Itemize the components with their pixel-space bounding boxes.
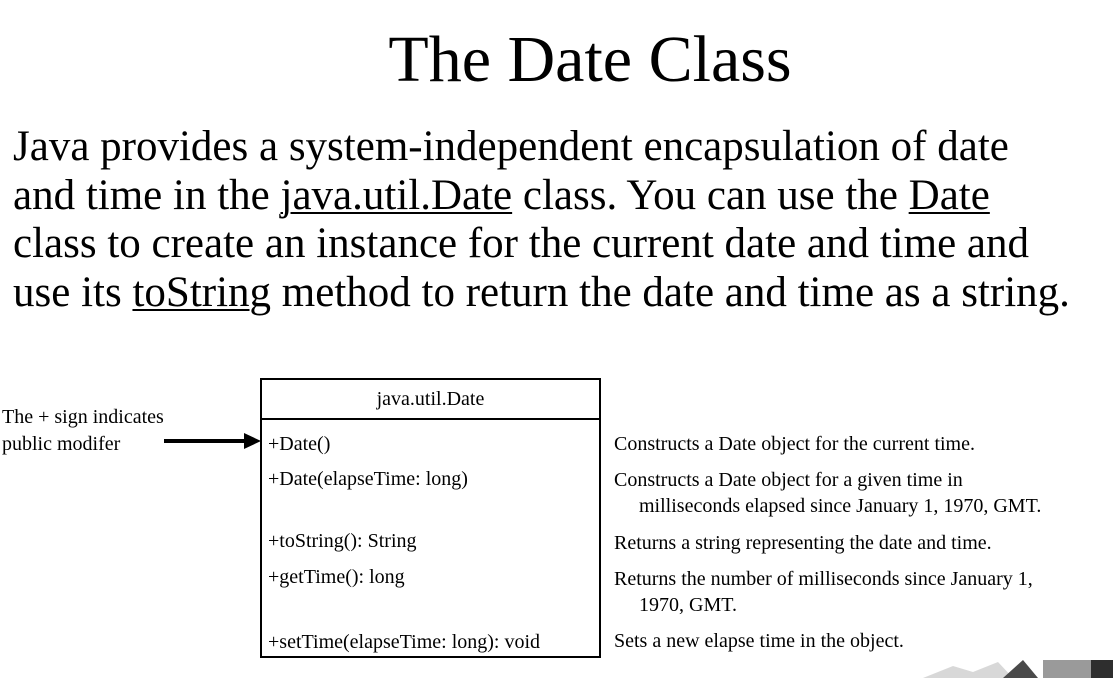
java-util-date-term: java.util.Date: [280, 171, 513, 219]
description-continuation: milliseconds elapsed since January 1, 19…: [639, 495, 1042, 517]
paragraph-text: use its: [13, 268, 133, 316]
note-line-2: public modifer: [2, 433, 121, 455]
note-line-1: The + sign indicates: [2, 406, 164, 428]
paragraph-line-3: class to create an instance for the curr…: [13, 220, 1030, 267]
date-term: Date: [908, 171, 990, 219]
uml-member: +Date(elapseTime: long): [268, 468, 468, 490]
member-description: Sets a new elapse time in the object.: [614, 628, 904, 654]
slide-title: The Date Class: [388, 23, 792, 96]
description-text: Returns a string representing the date a…: [614, 532, 992, 554]
paragraph-text: and time in the: [13, 171, 281, 219]
paragraph-line-4: use its toString method to return the da…: [13, 269, 1113, 318]
member-description: Constructs a Date object for a given tim…: [614, 467, 1041, 519]
paragraph-text: class. You can use the: [512, 171, 909, 219]
intro-paragraph: Java provides a system-independent encap…: [13, 123, 1113, 317]
tostring-term: toString: [132, 268, 272, 316]
pointer-arrow-icon: [164, 433, 261, 449]
member-description: Returns the number of milliseconds since…: [614, 566, 1033, 618]
description-continuation: 1970, GMT.: [639, 594, 737, 616]
plus-sign-note: The + sign indicates public modifer: [2, 404, 164, 458]
description-text: Constructs a Date object for the current…: [614, 433, 975, 455]
paragraph-line-1: Java provides a system-independent encap…: [13, 123, 1009, 170]
corner-decoration: [923, 660, 1113, 678]
member-description: Constructs a Date object for the current…: [614, 431, 975, 457]
uml-class-box: java.util.Date +Date() +Date(elapseTime:…: [260, 378, 601, 658]
description-text: Constructs a Date object for a given tim…: [614, 469, 963, 491]
uml-member: +toString(): String: [268, 530, 417, 552]
paragraph-text: method to return the date and time as a …: [271, 268, 1070, 316]
uml-member: +getTime(): long: [268, 566, 405, 588]
description-text: Returns the number of milliseconds since…: [614, 568, 1033, 590]
uml-member: +setTime(elapseTime: long): void: [268, 631, 541, 653]
member-description: Returns a string representing the date a…: [614, 530, 992, 556]
paragraph-line-2: and time in the java.util.Date class. Yo…: [13, 172, 1113, 221]
description-text: Sets a new elapse time in the object.: [614, 630, 904, 652]
uml-member: +Date(): [268, 433, 331, 455]
uml-class-name: java.util.Date: [262, 380, 599, 420]
